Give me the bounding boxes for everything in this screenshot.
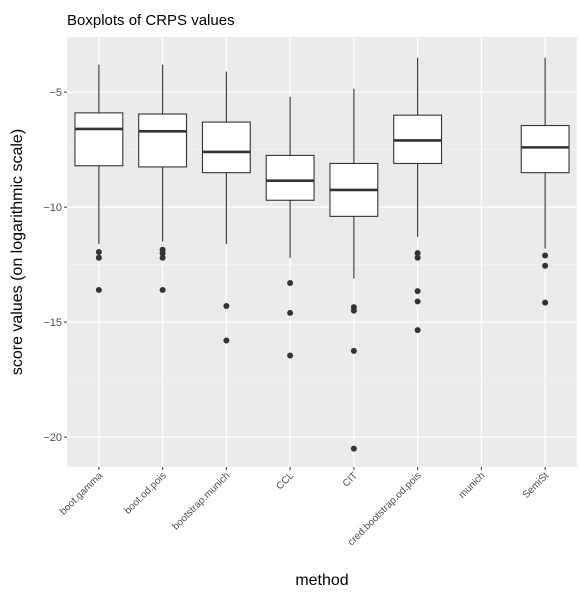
outlier-point [542,299,549,306]
box-group [265,96,315,359]
outlier-point [95,254,102,261]
box-group [393,57,443,334]
box-iqr [138,113,188,168]
outlier-point [350,347,357,354]
boxes-layer [74,57,570,452]
outlier-point [414,288,421,295]
outlier-point [223,337,230,344]
outlier-point [414,298,421,305]
y-tick-label: −10 [43,202,62,214]
outlier-point [287,352,294,359]
x-tick-label: CIT [341,470,360,489]
y-tick-label: −20 [43,432,62,444]
x-tick-label: cred.bootstrap.od.pois [346,470,424,548]
outlier-point [414,250,421,257]
x-tick-label: boot.od.pois [122,470,168,516]
box-group [201,71,251,344]
y-axis-title: score values (on logarithmic scale) [9,129,26,375]
outlier-point [350,307,357,314]
outlier-point [159,286,166,293]
box-iqr [265,154,315,201]
box-group [138,64,188,293]
y-tick-label: −15 [43,317,62,329]
box-iqr [74,112,124,167]
outlier-point [287,280,294,287]
plot-panel [67,37,577,467]
x-tick-label: boot.gamma [58,470,105,517]
outlier-point [223,303,230,310]
x-tick-label: munich [457,470,488,501]
outlier-point [542,252,549,259]
outlier-point [542,262,549,269]
outlier-point [414,327,421,334]
outlier-point [350,445,357,452]
y-tick-label: −5 [49,87,62,99]
box-group [329,88,379,452]
x-tick-label: CCL [274,470,296,492]
outlier-point [287,309,294,316]
x-axis-title: method [295,572,348,589]
box-group [520,57,570,306]
box-iqr [520,124,570,174]
x-tick-labels: boot.gamma boot.od.pois bootstrap.munich CC… [58,467,551,548]
x-tick-label: bootstrap.munich [170,470,232,532]
y-tick-labels: −5 −10 −15 −20 [43,87,67,444]
box-group [74,64,124,293]
box-iqr [201,121,251,174]
x-tick-label: SemiSt [521,470,552,501]
outlier-point [95,286,102,293]
outlier-point [159,254,166,261]
chart-title: Boxplots of CRPS values [67,12,235,29]
outlier-point [414,254,421,261]
outlier-point [95,249,102,255]
outlier-point [159,250,166,257]
